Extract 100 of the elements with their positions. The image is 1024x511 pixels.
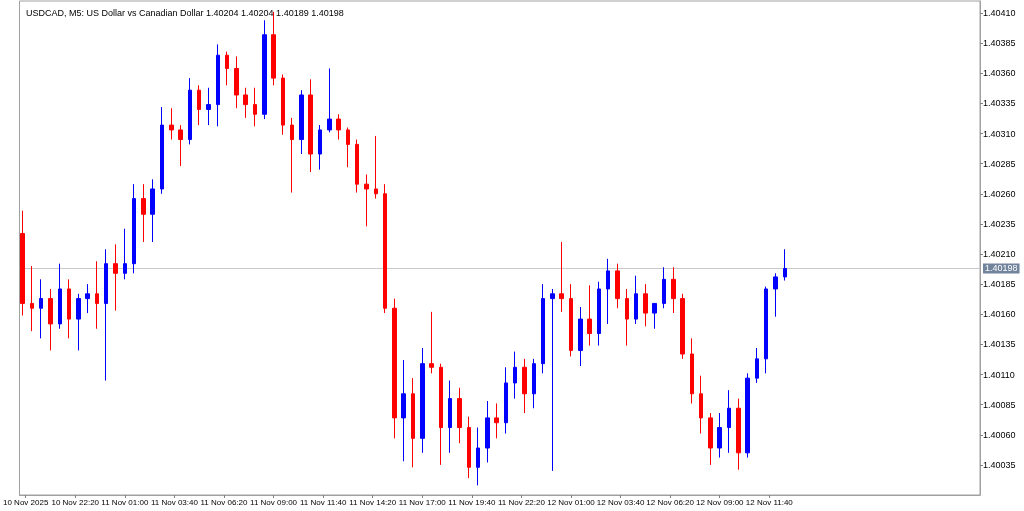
y-tick-label: 1.40360 (983, 68, 1016, 79)
candlestick (383, 183, 387, 314)
candlestick (48, 288, 53, 351)
y-tick-label: 1.40385 (983, 38, 1016, 49)
candlestick (755, 347, 759, 384)
y-tick-label: 1.40060 (983, 429, 1016, 440)
x-tick-label: 10 Nov 22:20 (51, 497, 100, 507)
candlestick (411, 377, 415, 468)
candlestick (439, 363, 443, 466)
x-tick-label: 11 Nov 19:40 (448, 497, 496, 507)
y-tick-label: 1.40210 (983, 249, 1016, 260)
candlestick (20, 210, 25, 316)
candlestick (662, 266, 666, 309)
y-tick-label: 1.40160 (983, 309, 1016, 320)
candlestick (85, 283, 90, 314)
candlestick (606, 258, 610, 325)
x-tick-label: 12 Nov 11:40 (745, 497, 794, 507)
candlestick (76, 293, 81, 351)
y-tick-label: 1.40310 (983, 128, 1016, 139)
y-tick-label: 1.40260 (983, 188, 1016, 199)
candlestick (717, 412, 722, 459)
candlestick (392, 298, 397, 439)
candlestick (234, 55, 239, 109)
candlestick (736, 398, 741, 471)
candlestick (253, 87, 257, 127)
y-tick-label: 1.40410 (983, 8, 1016, 19)
x-tick-label: 11 Nov 06:20 (200, 497, 249, 507)
candlestick (364, 174, 369, 227)
candlestick (346, 127, 350, 168)
candlestick (587, 284, 592, 347)
x-tick-label: 11 Nov 17:00 (398, 497, 447, 507)
candlestick (243, 87, 248, 119)
candlestick (262, 19, 267, 120)
candlestick (169, 107, 174, 141)
x-tick-label: 12 Nov 06:20 (646, 497, 695, 507)
candlestick (123, 228, 127, 280)
candlestick (178, 124, 183, 167)
candlestick (559, 241, 564, 313)
candlestick (597, 281, 601, 347)
y-tick-label: 1.40085 (983, 399, 1016, 410)
x-tick-label: 11 Nov 09:00 (250, 497, 298, 507)
candlestick (652, 302, 657, 330)
candlestick (355, 139, 359, 194)
candlestick (281, 74, 285, 136)
candlestick (308, 78, 313, 173)
candlestick (58, 263, 62, 330)
candlestick (485, 400, 490, 463)
candlestick (374, 135, 378, 200)
x-tick-label: 11 Nov 14:20 (349, 497, 397, 507)
x-tick-label: 11 Nov 03:40 (150, 497, 199, 507)
candlestick (708, 412, 713, 466)
candlestick (318, 124, 322, 171)
candlestick (550, 288, 555, 472)
candlestick (160, 106, 164, 195)
candlestick (671, 266, 676, 314)
candlestick (680, 293, 685, 360)
y-tick-label: 1.40035 (983, 459, 1016, 470)
candlestick (132, 183, 136, 274)
y-tick-label: 1.40235 (983, 218, 1016, 229)
y-tick-label: 1.40335 (983, 98, 1016, 109)
candlestick (764, 286, 768, 374)
candlestick (699, 375, 703, 435)
x-tick-label: 12 Nov 09:00 (695, 497, 745, 507)
candlestick (206, 87, 211, 126)
text: USDCAD, M5: US Dollar vs Canadian Dollar 1.40204 1.40204 1.40189 1.40198 (26, 7, 344, 18)
candlestick (541, 283, 545, 374)
candlestick (225, 51, 229, 86)
candlestick (615, 263, 620, 309)
candlestick (578, 306, 583, 367)
candlestick (690, 337, 694, 404)
candlestick (727, 389, 731, 454)
x-tick-label: 12 Nov 01:00 (547, 497, 596, 507)
candlestick (104, 248, 108, 382)
candlestick (643, 283, 648, 327)
candlestick (299, 89, 304, 155)
candlestick (39, 278, 43, 339)
x-tick-label: 11 Nov 01:00 (101, 497, 149, 507)
y-tick-label: 1.40135 (983, 339, 1016, 350)
candlestick (420, 347, 425, 454)
candlestick (141, 183, 146, 243)
y-tick-label: 1.40110 (983, 369, 1015, 380)
candlestick (336, 113, 341, 141)
candlestick (634, 275, 638, 325)
candlestick (150, 178, 155, 243)
candlestick (625, 288, 629, 347)
candlestick (95, 260, 99, 330)
candlestick (569, 283, 573, 357)
candlestick (745, 372, 750, 459)
x-tick-label: 10 Nov 2025 (3, 497, 49, 507)
candlestick (448, 380, 452, 454)
candlestick (494, 402, 499, 439)
ref-line-label: 1.40198 (985, 263, 1018, 274)
candlestick (504, 366, 508, 435)
candlestick (476, 427, 480, 486)
candlestick (532, 358, 536, 409)
candlestick (290, 117, 294, 194)
candlestick (188, 77, 192, 145)
x-tick-label: 11 Nov 11:40 (299, 497, 347, 507)
candlestick (67, 278, 71, 339)
candlestick (429, 311, 434, 374)
